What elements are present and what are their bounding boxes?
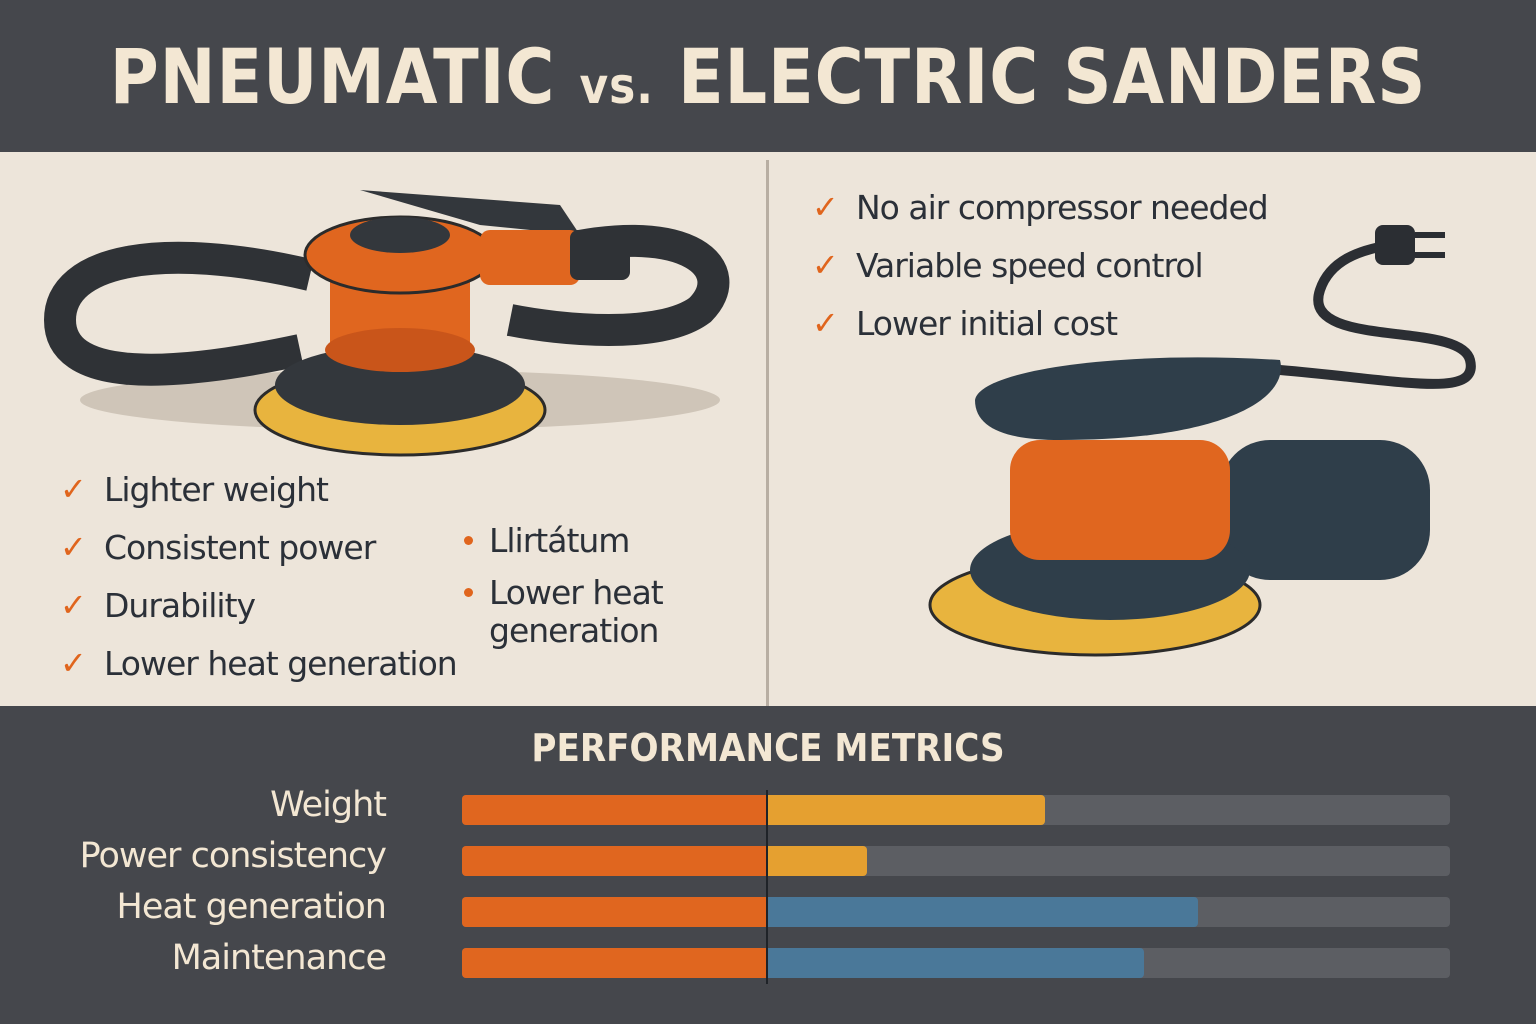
performance-metrics-panel: PERFORMANCE METRICS Weight Power consiste… xyxy=(0,706,1536,1024)
metric-label: Maintenance xyxy=(171,938,387,978)
check-icon: ✓ xyxy=(60,644,87,682)
metric-bar-track xyxy=(462,846,1450,876)
extra-text: Llirtátum xyxy=(489,521,630,560)
list-item: Llirtátum xyxy=(464,522,679,560)
check-icon: ✓ xyxy=(60,528,87,566)
pneumatic-bar xyxy=(462,795,769,825)
bullet-icon xyxy=(464,588,473,597)
check-icon: ✓ xyxy=(812,246,839,284)
electric-bar xyxy=(768,948,1144,978)
metric-bar-track xyxy=(462,897,1450,927)
benefit-text: Lighter weight xyxy=(104,469,329,509)
list-item: Lower heat generation xyxy=(464,574,679,650)
metric-bar-track xyxy=(462,948,1450,978)
pneumatic-sander-illustration xyxy=(43,190,730,457)
electric-bar xyxy=(768,897,1199,927)
metrics-title: PERFORMANCE METRICS xyxy=(531,726,1005,770)
check-icon: ✓ xyxy=(812,304,839,342)
extra-text: Lower heat generation xyxy=(489,573,664,650)
list-item: ✓ No air compressor needed xyxy=(812,178,1269,236)
title-vs: vs. xyxy=(579,56,654,115)
title-electric: ELECTRIC SANDERS xyxy=(677,31,1427,121)
list-item: ✓ Lower heat generation xyxy=(60,634,458,692)
electric-bar xyxy=(768,846,868,876)
benefit-text: Lower initial cost xyxy=(856,303,1118,343)
pneumatic-bar xyxy=(462,897,769,927)
check-icon: ✓ xyxy=(60,586,87,624)
benefit-text: Consistent power xyxy=(104,527,376,567)
electric-benefits-list: ✓ No air compressor needed ✓ Variable spee… xyxy=(812,178,1269,352)
list-item: ✓ Consistent power xyxy=(60,518,457,576)
header: PNEUMATIC vs. ELECTRIC SANDERS xyxy=(0,0,1536,152)
benefit-text: Durability xyxy=(104,585,256,625)
electric-sander-illustration xyxy=(928,225,1476,657)
list-item: ✓ Lighter weight xyxy=(60,460,457,518)
divider-line xyxy=(766,790,768,984)
benefit-text: Lower heat generation xyxy=(104,643,458,683)
benefit-text: No air compressor needed xyxy=(856,187,1269,227)
check-icon: ✓ xyxy=(812,188,839,226)
bullet-icon xyxy=(464,536,473,545)
page-title: PNEUMATIC vs. ELECTRIC SANDERS xyxy=(110,32,1427,121)
divider xyxy=(766,160,769,706)
metric-label: Heat generation xyxy=(116,887,387,927)
metric-label: Power consistency xyxy=(79,836,387,876)
list-item: ✓ Lower initial cost xyxy=(812,294,1268,352)
check-icon: ✓ xyxy=(60,470,87,508)
list-item: ✓ Variable speed control xyxy=(812,236,1268,294)
pneumatic-bar xyxy=(462,948,769,978)
metric-label: Weight xyxy=(270,785,387,825)
list-item: ✓ Durability xyxy=(60,576,457,634)
title-pneumatic: PNEUMATIC xyxy=(109,31,556,121)
electric-bar xyxy=(768,795,1045,825)
metric-bar-track xyxy=(462,795,1450,825)
pneumatic-benefits-list: ✓ Lighter weight ✓ Consistent power ✓ Durab… xyxy=(60,460,458,692)
benefit-text: Variable speed control xyxy=(856,245,1204,285)
pneumatic-extra-list: Llirtátum Lower heat generation xyxy=(464,522,679,664)
pneumatic-bar xyxy=(462,846,769,876)
